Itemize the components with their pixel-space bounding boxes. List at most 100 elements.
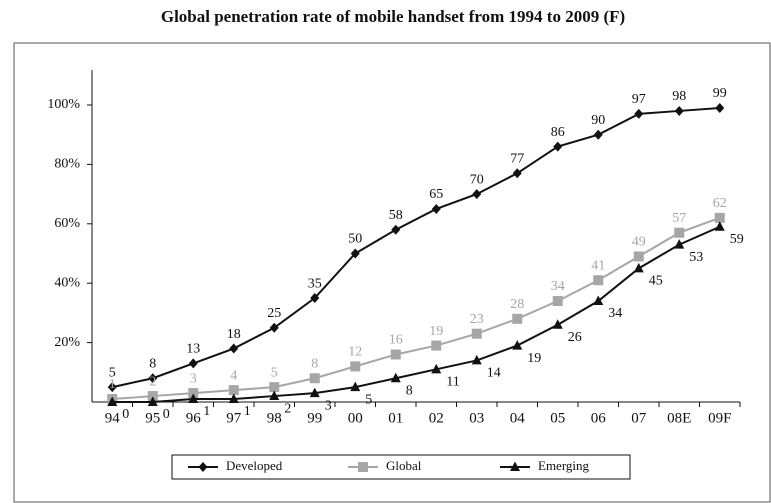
legend-label: Emerging <box>538 458 590 473</box>
data-label: 4 <box>230 368 237 383</box>
chart-title: Global penetration rate of mobile handse… <box>161 7 625 26</box>
marker <box>107 396 118 406</box>
marker <box>471 328 482 339</box>
marker <box>310 293 320 304</box>
marker <box>472 189 482 200</box>
data-label: 2 <box>284 401 291 416</box>
chart-frame <box>13 42 771 503</box>
marker <box>593 129 603 140</box>
marker <box>350 381 361 392</box>
x-tick-label: 98 <box>267 410 282 426</box>
marker <box>269 390 280 401</box>
x-tick-label: 03 <box>469 410 484 426</box>
marker <box>148 373 158 384</box>
marker <box>634 108 644 119</box>
x-tick-label: 00 <box>348 410 363 426</box>
marker <box>107 382 117 393</box>
data-label: 53 <box>689 250 703 265</box>
data-label: 16 <box>389 333 403 348</box>
marker <box>188 393 199 404</box>
marker <box>188 388 199 399</box>
data-label: 70 <box>470 172 484 187</box>
data-label: 62 <box>713 196 727 211</box>
y-tick-label: 60% <box>54 216 80 231</box>
data-label: 1 <box>203 404 210 419</box>
series-line <box>112 216 721 401</box>
marker <box>229 343 239 354</box>
marker <box>147 396 158 406</box>
series-line <box>112 225 721 403</box>
marker <box>633 251 644 262</box>
data-label: 5 <box>365 392 372 407</box>
marker <box>552 319 563 329</box>
data-label: 58 <box>389 208 403 223</box>
x-tick-label: 02 <box>429 410 444 426</box>
data-label: 86 <box>551 125 565 140</box>
legend-box <box>171 454 631 480</box>
marker <box>674 227 685 238</box>
data-label: 0 <box>163 407 170 422</box>
marker <box>228 393 239 404</box>
marker <box>431 203 441 214</box>
data-label: 8 <box>149 356 156 371</box>
x-tick-label: 96 <box>186 410 202 426</box>
data-label: 34 <box>608 306 622 321</box>
data-label: 0 <box>122 407 129 422</box>
marker <box>269 322 279 333</box>
data-label: 1 <box>109 377 116 392</box>
data-label: 97 <box>632 92 646 107</box>
x-tick-label: 08E <box>667 410 691 426</box>
marker <box>309 373 320 384</box>
data-label: 77 <box>510 152 524 167</box>
legend-label: Developed <box>226 458 283 473</box>
data-label: 14 <box>487 366 501 381</box>
x-tick-label: 99 <box>307 410 322 426</box>
data-label: 8 <box>406 383 413 398</box>
y-tick-label: 20% <box>54 335 80 350</box>
data-label: 5 <box>271 365 278 380</box>
data-label: 19 <box>527 351 541 366</box>
data-label: 25 <box>267 306 281 321</box>
data-label: 3 <box>190 371 197 386</box>
marker <box>593 295 604 306</box>
data-label: 2 <box>149 374 156 389</box>
data-label: 98 <box>672 89 686 104</box>
x-tick-label: 01 <box>388 410 403 426</box>
marker <box>350 361 361 372</box>
x-tick-label: 95 <box>145 410 160 426</box>
marker <box>147 391 158 402</box>
marker <box>510 461 520 471</box>
marker <box>309 387 320 398</box>
data-label: 28 <box>510 297 524 312</box>
y-tick-label: 40% <box>54 275 80 290</box>
marker <box>633 262 644 273</box>
marker <box>674 105 684 116</box>
x-tick-label: 06 <box>591 410 607 426</box>
marker <box>593 275 604 286</box>
marker <box>350 248 360 259</box>
data-label: 45 <box>649 274 663 289</box>
marker <box>188 358 198 369</box>
data-label: 13 <box>186 342 200 357</box>
marker <box>431 363 442 374</box>
marker <box>674 239 685 249</box>
data-label: 99 <box>713 86 727 101</box>
data-label: 1 <box>244 404 251 419</box>
data-label: 34 <box>551 279 565 294</box>
data-label: 11 <box>446 375 459 390</box>
marker <box>715 102 725 113</box>
legend-label: Global <box>386 458 422 473</box>
y-tick-label: 100% <box>47 97 80 112</box>
x-tick-label: 94 <box>105 410 121 426</box>
data-label: 65 <box>429 187 443 202</box>
marker <box>358 462 368 472</box>
series-line <box>112 106 720 389</box>
y-tick-label: 80% <box>54 157 80 172</box>
data-label: 18 <box>227 327 241 342</box>
marker <box>390 372 401 383</box>
x-tick-label: 07 <box>631 410 647 426</box>
marker <box>512 340 523 350</box>
x-tick-label: 05 <box>550 410 565 426</box>
marker <box>471 354 482 365</box>
data-label: 26 <box>568 330 582 345</box>
